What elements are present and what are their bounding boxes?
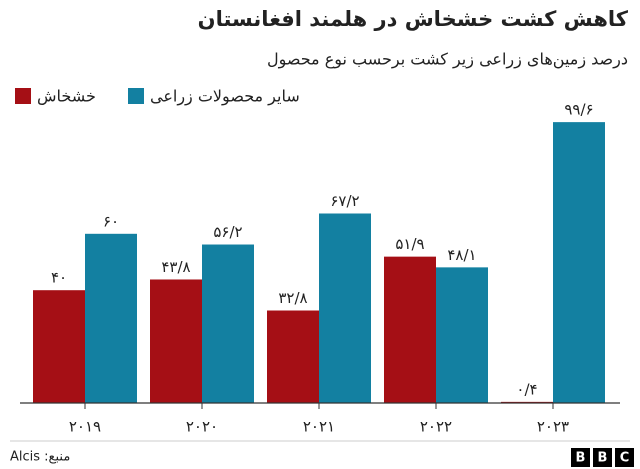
bar [33,290,85,403]
value-label: ۶۷/۲ [330,192,359,210]
legend-label: خشخاش [37,87,96,106]
logo-box [593,448,612,467]
bar [150,279,202,403]
x-tick-label: ۲۰۱۹ [69,418,101,436]
value-label: ۳۲/۸ [278,289,307,307]
value-label: ۵۶/۲ [213,223,242,241]
legend-swatch [128,88,144,104]
value-label: ۹۹/۶ [564,101,593,119]
bar [85,233,137,403]
value-label: ۰/۴ [516,380,537,398]
x-tick-label: ۲۰۲۰ [186,418,218,436]
value-label: ۵۱/۹ [395,235,424,253]
value-label: ۴۰ [51,269,67,287]
source: منبع: Alcis [10,450,70,465]
bar [267,310,319,403]
logo-letter: B [576,451,586,466]
value-label: ۴۳/۸ [161,258,190,276]
value-label: ۴۸/۱ [447,246,476,264]
x-tick-label: ۲۰۲۱ [303,418,335,436]
legend-swatch [15,88,31,104]
bar [436,267,488,403]
logo-box [615,448,634,467]
bar [553,122,605,404]
value-label: ۶۰ [103,212,119,230]
chart-title: کاهش کشت خشخاش در هلمند افغانستان [198,7,629,31]
x-tick-label: ۲۰۲۲ [420,418,452,436]
bar [202,244,254,403]
x-tick-label: ۲۰۲۳ [537,418,569,436]
legend-label: سایر محصولات زراعی [150,87,300,107]
bar [319,213,371,403]
bar [384,256,436,403]
chart-subtitle: درصد زمین‌های زراعی زیر کشت برحسب نوع مح… [267,50,628,70]
logo-letter: C [620,451,630,466]
logo-box [571,448,590,467]
logo-letter: B [598,451,608,466]
